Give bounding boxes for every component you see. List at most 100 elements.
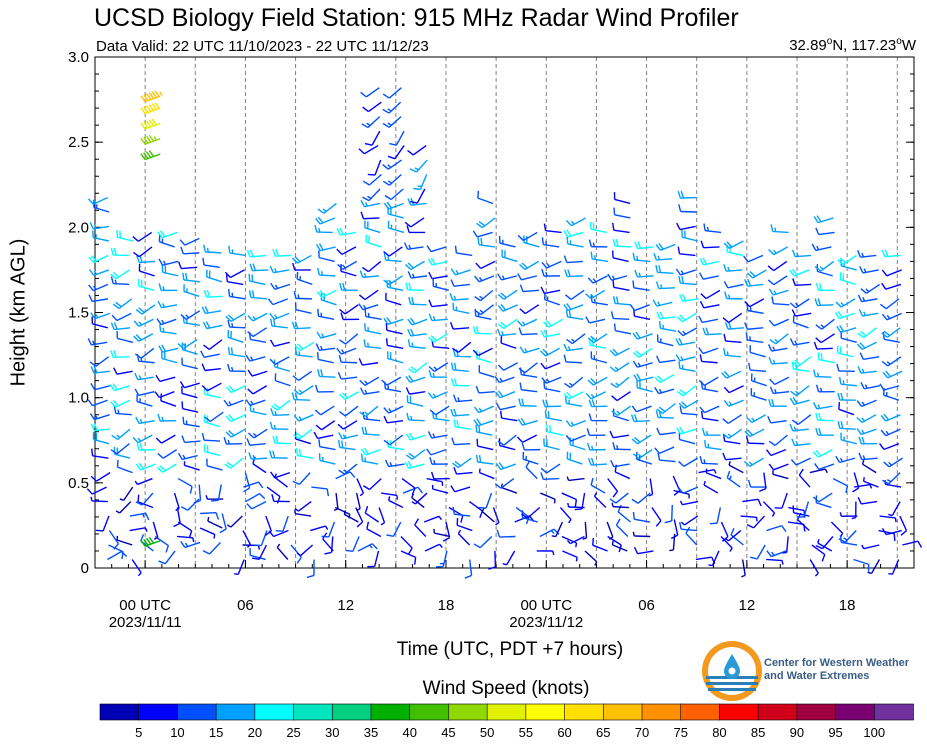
barb-half-flag <box>364 380 369 385</box>
wind-barb <box>359 270 379 279</box>
barb-flag <box>193 499 201 504</box>
barb-flag <box>291 321 296 329</box>
wind-barb <box>365 234 382 248</box>
wind-barb <box>359 405 379 417</box>
barb-half-flag <box>322 208 327 213</box>
barb-half-flag <box>252 454 256 460</box>
barb-half-flag <box>298 416 303 421</box>
barb-flag <box>363 447 369 455</box>
wind-barb <box>246 500 267 510</box>
barb-flag <box>137 494 140 502</box>
barb-flag <box>273 403 281 409</box>
wind-barb <box>364 505 379 523</box>
wind-barb <box>268 529 289 538</box>
barb-staff <box>318 358 334 364</box>
barb-flag <box>90 366 95 374</box>
wind-barb <box>86 486 107 495</box>
wind-barb <box>362 174 382 186</box>
y-tick-label: 1.5 <box>68 305 89 322</box>
barb-staff <box>244 472 251 489</box>
colorbar-swatch <box>138 703 179 721</box>
barb-staff <box>181 266 198 270</box>
barb-flag <box>138 462 145 470</box>
barb-flag <box>201 385 208 392</box>
wind-barb <box>339 333 359 345</box>
barb-flag <box>165 545 170 553</box>
wind-barb <box>88 294 109 303</box>
wind-barb <box>201 382 222 392</box>
barb-staff <box>139 270 155 277</box>
wind-barb <box>295 448 314 459</box>
barb-half-flag <box>134 480 139 485</box>
colorbar-label: 95 <box>828 725 842 740</box>
barb-flag <box>243 487 250 493</box>
barb-staff <box>91 500 108 503</box>
barb-staff <box>387 419 404 424</box>
colorbar-swatch <box>525 703 566 721</box>
barb-flag <box>340 312 344 320</box>
barb-flag <box>362 196 370 202</box>
barb-staff <box>116 370 133 375</box>
y-tick-label: 3.0 <box>68 49 89 66</box>
colorbar-label: 75 <box>673 725 687 740</box>
barb-staff <box>297 501 312 512</box>
barb-flag <box>180 540 186 548</box>
barb-flag <box>315 343 320 351</box>
wind-barb <box>116 535 133 546</box>
wind-barb <box>201 432 221 442</box>
wind-barb <box>159 324 177 335</box>
barb-half-flag <box>192 537 195 542</box>
wind-barb <box>181 357 198 370</box>
barb-half-flag <box>366 122 371 127</box>
station-coordinates: 32.89oN, 117.23oW <box>789 36 916 54</box>
wind-barb <box>158 234 175 248</box>
barb-staff <box>362 362 379 366</box>
wind-barb <box>383 434 404 446</box>
barb-staff <box>367 260 382 273</box>
barb-flag <box>161 344 167 352</box>
barb-staff <box>176 535 193 539</box>
barb-flag <box>306 574 315 579</box>
barb-staff <box>94 385 111 391</box>
wind-barb <box>338 432 359 440</box>
barb-staff <box>328 521 336 538</box>
barb-flag <box>139 442 143 451</box>
wind-barb <box>388 496 404 509</box>
barb-flag <box>272 435 276 444</box>
barb-flag <box>336 228 341 236</box>
barb-flag <box>228 245 231 254</box>
colorbar-label: 45 <box>441 725 455 740</box>
barb-half-flag <box>116 434 121 439</box>
y-tick-label: 0 <box>81 560 89 577</box>
barb-flag <box>225 431 232 438</box>
wind-barb <box>362 478 382 491</box>
barb-flag <box>386 534 394 537</box>
barb-half-flag <box>228 401 232 406</box>
colorbar-label: 20 <box>248 725 262 740</box>
degree-mark: o <box>896 36 902 47</box>
wind-barb <box>89 356 110 367</box>
wind-barb <box>310 525 329 532</box>
wind-barb <box>315 420 336 431</box>
barb-staff <box>300 544 314 557</box>
y-tick-label: 2.5 <box>68 134 89 151</box>
barb-flag <box>362 266 369 273</box>
lon-suffix: W <box>901 37 916 54</box>
colorbar-label: 35 <box>364 725 378 740</box>
barb-flag <box>245 399 251 406</box>
barb-flag <box>112 271 120 278</box>
barb-flag <box>358 358 363 366</box>
barb-flag <box>189 486 193 494</box>
wind-barb <box>254 530 268 547</box>
wind-barb <box>360 211 380 220</box>
barb-flag <box>87 338 92 346</box>
barb-staff <box>252 327 267 338</box>
barb-half-flag <box>138 321 143 326</box>
barb-half-flag <box>298 351 301 356</box>
barb-staff <box>272 298 289 306</box>
barb-flag <box>298 448 302 457</box>
colorbar-swatch <box>564 703 605 721</box>
barb-flag <box>314 409 322 416</box>
barb-staff <box>355 492 361 509</box>
barb-flag <box>360 448 367 456</box>
